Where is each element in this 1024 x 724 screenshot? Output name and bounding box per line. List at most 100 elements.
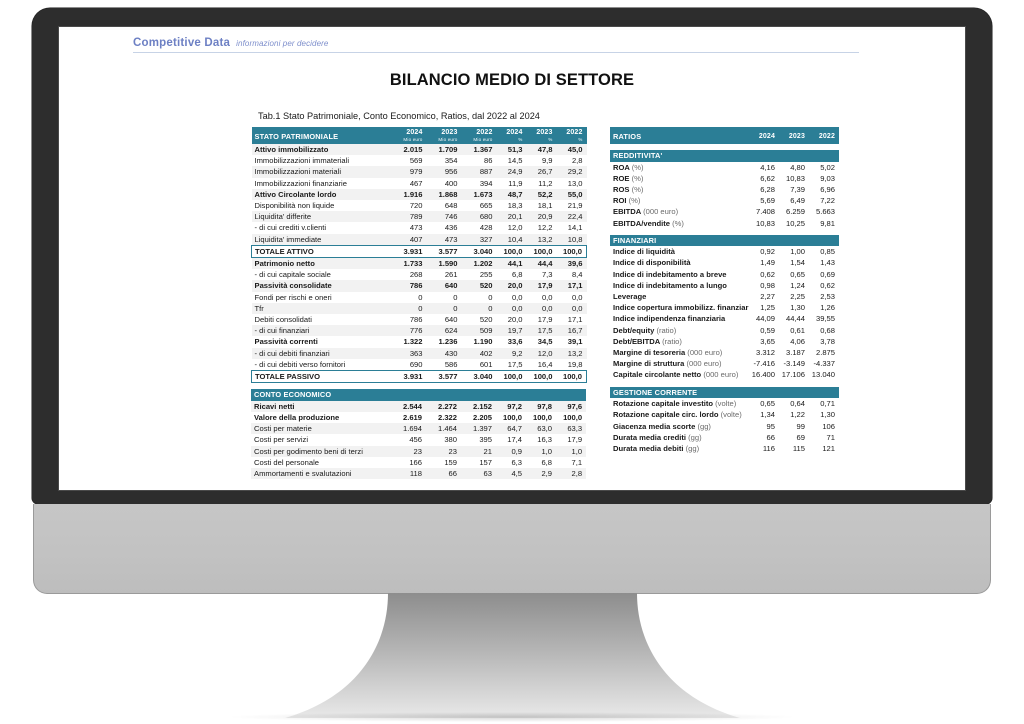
monitor-screen: Competitive Data informazioni per decide… (58, 26, 966, 491)
table-row: Costi per materie 1.694 1.464 1.397 64,7 63,0… (251, 423, 587, 435)
row-value: 11,2 (538, 178, 553, 188)
row-value: 979 (391, 166, 427, 178)
row-value: 20,9 (526, 211, 557, 223)
row-value: 3,65 (760, 336, 775, 346)
row-label: Liquidita' differite (251, 211, 392, 223)
row-value: 400 (444, 178, 458, 188)
row-value: 20,0 (507, 315, 523, 325)
row-value: 2.272 (426, 400, 461, 412)
row-value: 640 (444, 315, 458, 325)
table-row: Valore della produzione 2.619 2.322 2.205 10… (251, 412, 586, 423)
row-label: - di cui finanziari (251, 325, 392, 337)
table-row: Costi per servizi 456 380 395 17,4 16,3 17,9 (251, 434, 586, 445)
row-label-text: Debt/equity (613, 325, 655, 335)
column-header-year: 2023 (536, 129, 553, 136)
table-row: Margine di tesoreria (000 euro) 3.312 3.18… (610, 347, 839, 358)
row-value: 100,0 (502, 412, 522, 422)
row-label: ROI (%) (610, 195, 749, 206)
row-value: 4,80 (790, 162, 805, 172)
row-value: 16,4 (537, 359, 553, 369)
row-label-text: Rotazione capitale circ. lordo (613, 410, 719, 420)
row-label: Disponibilità non liquide (254, 201, 335, 211)
row-value: 1.190 (473, 337, 493, 347)
row-value: 45,0 (556, 144, 587, 156)
row-value: 1.694 (391, 423, 426, 435)
row-value: 0,0 (541, 292, 553, 302)
row-label: Attivo Circolante lordo (251, 188, 392, 201)
row-value: 44,09 (755, 314, 775, 324)
table-row: Indice di indebitamento a lungo 0,98 1,24 0… (610, 280, 839, 291)
stand-shadow (232, 712, 792, 722)
row-value: 2,8 (571, 156, 583, 166)
row-value: 100,0 (526, 244, 557, 259)
table-row: Costi per godimento beni di terzi 23 23 21 0… (251, 445, 587, 457)
table-row: TOTALE ATTIVO 3.931 3.577 3.040 100,0 100,0 10… (251, 244, 587, 259)
tables-container: STATO PATRIMONIALE 2024 Mio euro 2023 Mio eu… (83, 127, 941, 480)
row-value: 1.590 (426, 257, 462, 270)
row-label: Debt/equity (ratio) (610, 325, 749, 336)
row-value: 16,3 (537, 435, 552, 445)
row-value: 13,2 (526, 233, 557, 246)
row-label-text: Rotazione capitale investito (613, 399, 714, 409)
row-label: Indice di disponibilità (610, 257, 749, 268)
row-value: 1,0 (526, 445, 556, 457)
row-label-unit: (gg) (685, 443, 700, 453)
row-value: 17,9 (537, 315, 553, 325)
row-value: 115 (792, 443, 805, 453)
row-label: Costi per materie (251, 423, 391, 435)
row-label: - di cui debiti finanziari (251, 347, 392, 359)
table-row: TOTALE PASSIVO 3.931 3.577 3.040 100,0 100,0 1… (251, 370, 587, 384)
table-row: Indice copertura immobilizz. finanziarie… (610, 302, 839, 313)
row-label-text: Indice indipendenza finanziaria (613, 314, 726, 324)
row-label: Attivo immobilizzato (251, 144, 392, 156)
row-value: 789 (391, 211, 427, 223)
row-value: 3.187 (785, 348, 805, 358)
row-label-text: ROE (613, 173, 630, 183)
row-value: 2.015 (391, 144, 427, 156)
row-value: 20,1 (496, 211, 527, 223)
row-value: 1,34 (760, 410, 775, 420)
row-label: Capitale circolante netto (000 euro) (610, 369, 749, 380)
row-value: 19,8 (567, 359, 583, 369)
row-label-text: EBITDA (613, 207, 641, 217)
table-row: Patrimonio netto 1.733 1.590 1.202 44,1 44,4 3… (251, 257, 587, 270)
row-label: Margine di struttura (000 euro) (610, 358, 749, 369)
row-value: 17,5 (507, 359, 523, 369)
section-title: CONTO ECONOMICO (251, 389, 587, 401)
row-label-text: Indice di indebitamento a lungo (613, 280, 727, 290)
row-label: - di cui capitale sociale (254, 270, 331, 280)
table-row: Debiti consolidati 786 640 520 20,0 17,9 17,1 (252, 314, 587, 325)
monitor-chin (33, 504, 991, 594)
column-header: 2022 Mio euro (461, 127, 497, 144)
row-value: 21 (461, 445, 496, 457)
row-value: 0,0 (496, 302, 527, 315)
row-value: 0,62 (760, 269, 775, 279)
row-value: 10,8 (556, 233, 587, 246)
row-value: 11,9 (508, 178, 523, 188)
row-value: 18,1 (537, 201, 553, 211)
row-value: 100,0 (496, 370, 527, 384)
column-header-unit: % (548, 137, 553, 142)
row-label: Indice di liquidità (610, 246, 749, 257)
row-value: 63,0 (526, 423, 556, 435)
row-value: 17,5 (526, 325, 557, 337)
row-label-unit: (ratio) (662, 336, 682, 346)
stato-patrimoniale-table: STATO PATRIMONIALE 2024 Mio euro 2023 Mio eu… (251, 127, 587, 384)
row-label-unit: (%) (631, 162, 644, 172)
row-value: 2,27 (760, 292, 775, 302)
row-label: Immobilizzazioni materiali (251, 166, 392, 178)
row-value: 26,7 (526, 166, 557, 178)
row-value: 97,8 (526, 400, 556, 412)
row-value: 5.663 (815, 207, 835, 217)
row-value: 16,7 (556, 325, 587, 337)
row-value: 456 (409, 435, 422, 445)
row-value: 116 (762, 443, 775, 453)
row-value: 51,3 (496, 144, 527, 156)
ratios-column: RATIOS 2024 2023 2022 REDDITIVITA' ROA (%) 4,1… (610, 127, 839, 479)
row-value: 22,4 (556, 211, 587, 223)
section-title: REDDITIVITA' (610, 150, 839, 162)
table-row: Immobilizzazioni materiali 979 956 887 24,9 2… (251, 166, 587, 178)
row-label-unit: (gg) (697, 421, 711, 431)
page-title: BILANCIO MEDIO DI SETTORE (389, 71, 635, 89)
